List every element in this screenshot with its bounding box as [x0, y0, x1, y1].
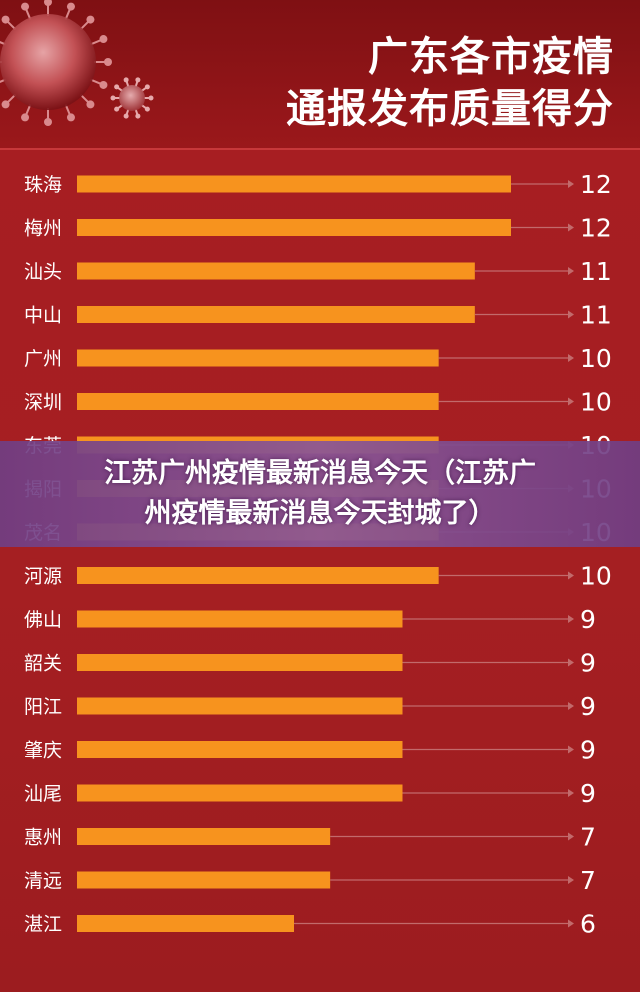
category-label: 梅州: [24, 218, 62, 240]
arrow-head: [568, 310, 574, 319]
value-label: 10: [580, 344, 612, 373]
bar: [77, 828, 331, 845]
value-label: 9: [580, 605, 596, 634]
arrow-head: [568, 919, 574, 928]
header-banner: 广东各市疫情 通报发布质量得分: [0, 0, 640, 150]
value-label: 12: [580, 214, 612, 243]
arrow-head: [568, 876, 574, 884]
bar: [77, 610, 403, 628]
bar: [77, 349, 439, 367]
category-label: 湛江: [24, 914, 62, 936]
category-label: 广州: [24, 348, 62, 370]
bar: [77, 306, 475, 323]
arrow-head: [568, 789, 574, 797]
bar: [77, 654, 403, 671]
bar: [77, 393, 439, 410]
title-line-1: 广东各市疫情: [368, 34, 614, 80]
value-label: 11: [580, 257, 612, 286]
value-label: 7: [580, 823, 596, 852]
arrow-head: [568, 180, 574, 188]
value-label: 9: [580, 692, 596, 721]
category-label: 阳江: [24, 696, 62, 718]
value-label: 12: [580, 170, 612, 199]
bar: [77, 871, 331, 889]
arrow-head: [568, 615, 574, 623]
value-label: 9: [580, 649, 596, 678]
bar: [77, 175, 511, 193]
category-label: 肇庆: [24, 740, 62, 762]
bar: [77, 784, 403, 802]
arrow-head: [568, 267, 574, 275]
value-label: 9: [580, 736, 596, 765]
virus-illustration: [0, 0, 154, 126]
title-line-2: 通报发布质量得分: [286, 86, 614, 132]
bar: [77, 567, 439, 584]
caption-line-1: 江苏广州疫情最新消息今天（江苏广: [104, 458, 536, 489]
bar: [77, 915, 294, 932]
arrow-head: [568, 223, 574, 232]
category-label: 清远: [24, 870, 62, 892]
arrow-head: [568, 832, 574, 841]
caption-line-2: 州疫情最新消息今天封城了）: [144, 498, 496, 529]
value-label: 10: [580, 562, 612, 591]
arrow-head: [568, 354, 574, 362]
category-label: 汕头: [24, 261, 62, 283]
caption-overlay: 江苏广州疫情最新消息今天（江苏广 州疫情最新消息今天封城了）: [0, 441, 640, 547]
value-label: 7: [580, 866, 596, 895]
bar: [77, 219, 511, 236]
value-label: 11: [580, 301, 612, 330]
bar: [77, 697, 403, 715]
value-label: 6: [580, 910, 596, 939]
bar: [77, 262, 475, 280]
arrow-head: [568, 658, 574, 667]
category-label: 佛山: [24, 609, 62, 631]
category-label: 深圳: [24, 392, 62, 414]
category-label: 珠海: [24, 174, 62, 196]
category-label: 韶关: [24, 653, 62, 675]
arrow-head: [568, 702, 574, 710]
value-label: 10: [580, 388, 612, 417]
header-divider: [0, 148, 640, 150]
bar: [77, 741, 403, 758]
category-label: 中山: [24, 305, 62, 327]
arrow-head: [568, 745, 574, 754]
value-label: 9: [580, 779, 596, 808]
category-label: 惠州: [24, 827, 62, 849]
category-label: 河源: [24, 566, 62, 588]
category-label: 汕尾: [24, 783, 62, 805]
arrow-head: [568, 397, 574, 406]
arrow-head: [568, 571, 574, 580]
